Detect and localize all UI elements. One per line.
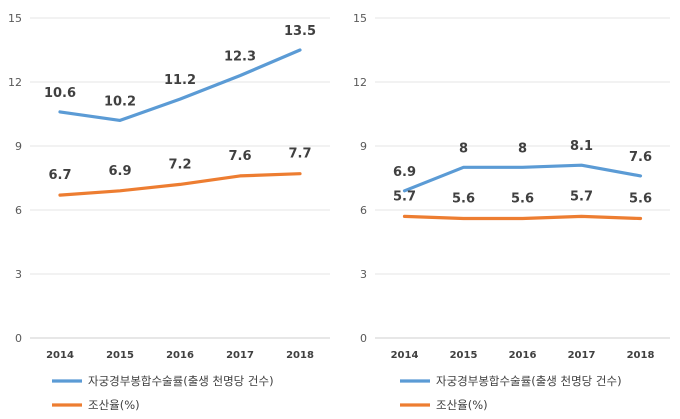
data-label: 5.6 <box>511 192 534 207</box>
y-tick-label: 15 <box>353 12 367 25</box>
legend-label: 자궁경부봉합수술률(출생 천명당 건수) <box>436 374 622 388</box>
data-label: 6.7 <box>48 168 71 183</box>
data-label: 5.6 <box>629 192 652 207</box>
x-tick-label: 2016 <box>166 350 194 361</box>
y-tick-label: 0 <box>360 332 367 345</box>
data-label: 13.5 <box>284 24 316 39</box>
data-label: 7.7 <box>288 147 311 162</box>
x-tick-label: 2015 <box>450 350 478 361</box>
series-line-2 <box>58 172 302 197</box>
data-label: 8 <box>459 141 468 156</box>
y-tick-label: 3 <box>360 268 367 281</box>
data-label: 5.6 <box>452 192 475 207</box>
x-tick-label: 2017 <box>226 350 254 361</box>
data-label: 7.2 <box>168 157 191 172</box>
data-label: 7.6 <box>629 150 652 165</box>
x-tick-label: 2018 <box>627 350 655 361</box>
x-tick-label: 2014 <box>391 350 419 361</box>
data-label: 10.2 <box>104 94 136 109</box>
legend-label: 자궁경부봉합수술률(출생 천명당 건수) <box>88 374 274 388</box>
y-tick-label: 6 <box>360 204 367 217</box>
y-tick-label: 6 <box>15 204 22 217</box>
y-tick-label: 0 <box>15 332 22 345</box>
legend-label: 조산율(%) <box>88 398 140 412</box>
chart-1: 0 3 6 9 12 15 2014 2015 2016 2017 2018 10.6 10.2 11.2… <box>8 12 330 412</box>
data-label: 7.6 <box>228 149 251 164</box>
data-label: 10.6 <box>44 86 76 101</box>
data-label: 11.2 <box>164 73 196 88</box>
y-tick-label: 9 <box>360 140 367 153</box>
y-tick-label: 9 <box>15 140 22 153</box>
x-tick-label: 2017 <box>568 350 596 361</box>
x-tick-label: 2016 <box>509 350 537 361</box>
series-line-1 <box>402 163 643 193</box>
y-tick-label: 3 <box>15 268 22 281</box>
x-tick-label: 2018 <box>286 350 314 361</box>
data-label: 8.1 <box>570 139 593 154</box>
data-label: 12.3 <box>224 50 256 65</box>
y-tick-label: 15 <box>8 12 22 25</box>
y-tick-label: 12 <box>353 76 367 89</box>
series-line-2 <box>402 214 643 221</box>
data-label: 6.9 <box>108 164 131 179</box>
x-tick-label: 2015 <box>106 350 134 361</box>
chart-2: 0 3 6 9 12 15 2014 2015 2016 2017 2018 6.9 8 8 8.1 7.6 5… <box>353 12 670 412</box>
legend-label: 조산율(%) <box>436 398 488 412</box>
data-label: 5.7 <box>570 189 593 204</box>
y-tick-label: 12 <box>8 76 22 89</box>
data-label: 8 <box>518 141 527 156</box>
series-line-1 <box>58 48 302 123</box>
data-label: 6.9 <box>393 165 416 180</box>
data-label: 5.7 <box>393 189 416 204</box>
x-tick-label: 2014 <box>46 350 74 361</box>
